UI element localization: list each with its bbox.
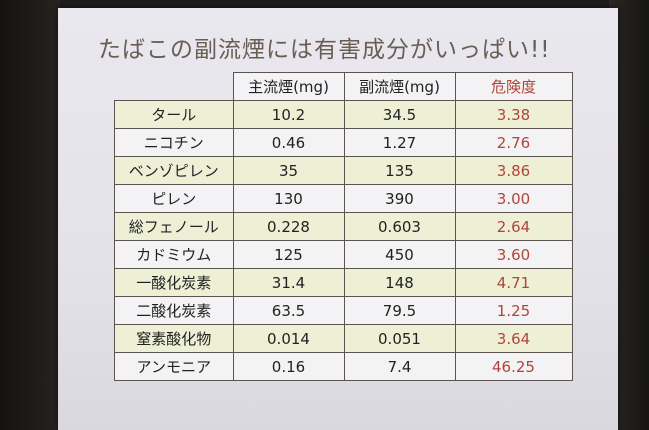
sidestream-value: 34.5	[343, 100, 456, 129]
risk-value: 2.76	[454, 128, 573, 157]
mainstream-value: 0.46	[232, 128, 345, 157]
sidestream-value: 0.603	[343, 212, 456, 241]
slide-title: たばこの副流煙には有害成分がいっぱい!!	[98, 37, 551, 63]
table-row: ベンゾピレン 35 135 3.86	[114, 156, 573, 185]
risk-value: 3.00	[454, 184, 573, 213]
component-name: アンモニア	[114, 352, 234, 381]
sidestream-value: 1.27	[343, 128, 456, 157]
component-name: 総フェノール	[114, 212, 234, 241]
sidestream-value: 390	[343, 184, 456, 213]
risk-value: 3.38	[454, 100, 573, 129]
risk-value: 3.86	[454, 156, 573, 185]
risk-value: 4.71	[454, 268, 573, 297]
component-name: 窒素酸化物	[114, 324, 234, 353]
risk-value: 1.25	[454, 296, 573, 325]
header-mainstream: 主流煙(mg)	[232, 72, 345, 101]
component-name: カドミウム	[114, 240, 234, 269]
risk-value: 3.60	[454, 240, 573, 269]
table-row: 一酸化炭素 31.4 148 4.71	[114, 268, 573, 297]
mainstream-value: 0.228	[232, 212, 345, 241]
table-row: 二酸化炭素 63.5 79.5 1.25	[114, 296, 573, 325]
table-row: ニコチン 0.46 1.27 2.76	[114, 128, 573, 157]
smoke-components-table: 主流煙(mg) 副流煙(mg) 危険度 タール 10.2 34.5 3.38 ニ…	[114, 72, 573, 381]
sidestream-value: 0.051	[343, 324, 456, 353]
risk-value: 3.64	[454, 324, 573, 353]
table-row: ピレン 130 390 3.00	[114, 184, 573, 213]
component-name: タール	[114, 100, 234, 129]
mainstream-value: 0.16	[232, 352, 345, 381]
component-name: ピレン	[114, 184, 234, 213]
projection-screen: たばこの副流煙には有害成分がいっぱい!! 主流煙(mg) 副流煙(mg) 危険度…	[58, 8, 618, 430]
mainstream-value: 35	[232, 156, 345, 185]
component-name: 二酸化炭素	[114, 296, 234, 325]
mainstream-value: 0.014	[232, 324, 345, 353]
room-wall-left	[0, 0, 60, 430]
mainstream-value: 63.5	[232, 296, 345, 325]
table-row: カドミウム 125 450 3.60	[114, 240, 573, 269]
component-name: ニコチン	[114, 128, 234, 157]
table-header-row: 主流煙(mg) 副流煙(mg) 危険度	[115, 72, 573, 101]
sidestream-value: 450	[343, 240, 456, 269]
risk-value: 46.25	[454, 352, 573, 381]
risk-value: 2.64	[454, 212, 573, 241]
table-row: 窒素酸化物 0.014 0.051 3.64	[114, 324, 573, 353]
sidestream-value: 79.5	[343, 296, 456, 325]
component-name: ベンゾピレン	[114, 156, 234, 185]
mainstream-value: 31.4	[232, 268, 345, 297]
mainstream-value: 125	[232, 240, 345, 269]
table-row: 総フェノール 0.228 0.603 2.64	[114, 212, 573, 241]
mainstream-value: 130	[232, 184, 345, 213]
component-name: 一酸化炭素	[114, 268, 234, 297]
table-row: タール 10.2 34.5 3.38	[114, 100, 573, 129]
table-row: アンモニア 0.16 7.4 46.25	[114, 352, 573, 381]
header-sidestream: 副流煙(mg)	[343, 72, 456, 101]
sidestream-value: 148	[343, 268, 456, 297]
header-empty-cell	[115, 73, 234, 101]
sidestream-value: 135	[343, 156, 456, 185]
sidestream-value: 7.4	[343, 352, 456, 381]
mainstream-value: 10.2	[232, 100, 345, 129]
header-risk: 危険度	[454, 72, 573, 101]
